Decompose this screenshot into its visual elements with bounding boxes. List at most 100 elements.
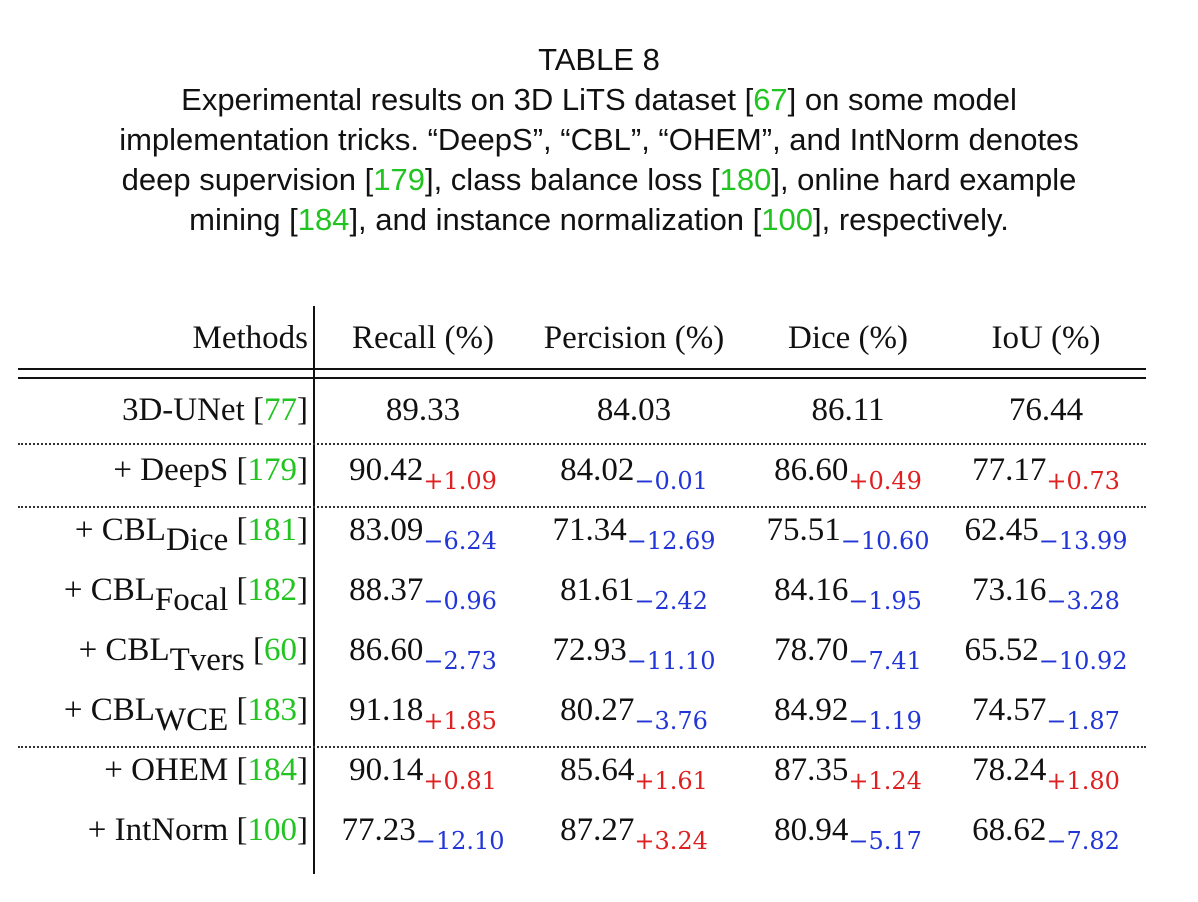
metric-value: 86.11: [811, 392, 885, 428]
method-cell: + CBLTvers [60]: [78, 632, 308, 678]
recall-cell: 90.42+1.09: [328, 440, 518, 500]
citation-link[interactable]: 184: [247, 752, 298, 788]
iou-cell: 65.52−10.92: [946, 620, 1146, 680]
metric-value: 75.51: [766, 512, 841, 548]
metric-value: 78.24: [972, 752, 1047, 788]
method-cell: 3D-UNet [77]: [18, 380, 308, 440]
citation-link[interactable]: 180: [719, 162, 772, 197]
metric-delta: +0.49: [848, 467, 922, 495]
metric-delta: −3.76: [634, 707, 708, 735]
metric-value: 84.03: [596, 392, 672, 428]
table-row: + CBLFocal [182] 88.37−0.96 81.61−2.42 84.1…: [18, 560, 1146, 620]
metric-value: 85.64: [560, 752, 635, 788]
method-cell: + CBLFocal [182]: [63, 572, 308, 618]
metric-value: 86.60: [774, 452, 849, 488]
header-precision: Percision (%): [543, 320, 725, 356]
metric-delta: +3.24: [634, 827, 708, 855]
citation-link[interactable]: 181: [247, 512, 298, 548]
metric-delta: +0.81: [423, 767, 497, 795]
iou-cell: 78.24+1.80: [946, 740, 1146, 800]
metric-value: 73.16: [972, 572, 1047, 608]
caption-line: mining [184], and instance normalization…: [189, 202, 1009, 237]
metric-delta: −7.41: [848, 647, 922, 675]
citation-link[interactable]: 179: [373, 162, 425, 197]
dice-cell: 84.92−1.19: [750, 680, 946, 740]
metric-value: 88.37: [349, 572, 424, 608]
iou-cell: 73.16−3.28: [946, 560, 1146, 620]
method-name: + CBL: [63, 692, 155, 728]
metric-delta: −7.82: [1046, 827, 1120, 855]
method-cell: + OHEM [184]: [18, 740, 308, 800]
precision-cell: 85.64+1.61: [518, 740, 750, 800]
header-iou: IoU (%): [991, 320, 1101, 356]
metric-delta: −1.95: [848, 587, 922, 615]
table-row: + CBLDice [181] 83.09−6.24 71.34−12.69 75.5…: [18, 500, 1146, 560]
table-row: 3D-UNet [77] 89.33 84.03 86.11 76.44: [18, 380, 1146, 440]
method-subscript: Dice: [165, 522, 229, 558]
citation-link[interactable]: 77: [264, 392, 297, 428]
metric-value: 90.14: [349, 752, 424, 788]
metric-value: 91.18: [349, 692, 424, 728]
metric-value: 65.52: [964, 632, 1039, 668]
header-rule-bottom: [18, 377, 1146, 379]
citation-link[interactable]: 100: [247, 812, 298, 848]
citation-link[interactable]: 184: [297, 202, 350, 237]
metric-delta: +1.09: [423, 467, 497, 495]
method-subscript: Tvers: [169, 642, 245, 678]
method-cell: + IntNorm [100]: [18, 800, 308, 860]
precision-cell: 71.34−12.69: [518, 500, 750, 560]
method-subscript: Focal: [154, 582, 229, 618]
metric-delta: −2.42: [634, 587, 708, 615]
citation-link[interactable]: 182: [247, 572, 298, 608]
precision-cell: 84.03: [518, 380, 750, 440]
metric-value: 86.60: [349, 632, 424, 668]
metric-value: 77.17: [972, 452, 1047, 488]
dice-cell: 86.60+0.49: [750, 440, 946, 500]
metric-delta: +1.80: [1046, 767, 1120, 795]
metric-value: 74.57: [972, 692, 1047, 728]
bracket: ]: [297, 392, 308, 428]
recall-cell: 86.60−2.73: [328, 620, 518, 680]
iou-cell: 74.57−1.87: [946, 680, 1146, 740]
metric-value: 84.02: [560, 452, 635, 488]
method-name: + IntNorm [: [87, 812, 248, 848]
recall-cell: 89.33: [328, 380, 518, 440]
caption-line: Experimental results on 3D LiTS dataset …: [181, 82, 1017, 117]
bracket: ]: [297, 632, 308, 668]
header-rule-top: [18, 368, 1146, 370]
table-caption: TABLE 8 Experimental results on 3D LiTS …: [0, 40, 1198, 240]
iou-cell: 76.44: [946, 380, 1146, 440]
precision-cell: 81.61−2.42: [518, 560, 750, 620]
metric-delta: −13.99: [1038, 527, 1128, 555]
iou-cell: 62.45−13.99: [946, 500, 1146, 560]
metric-value: 80.27: [560, 692, 635, 728]
bracket: ]: [297, 752, 308, 788]
metric-delta: +0.73: [1046, 467, 1120, 495]
bracket: ]: [297, 812, 308, 848]
table-row: + DeepS [179] 90.42+1.09 84.02−0.01 86.60+0…: [18, 440, 1146, 500]
dice-cell: 86.11: [750, 380, 946, 440]
metric-delta: −1.87: [1046, 707, 1120, 735]
recall-cell: 88.37−0.96: [328, 560, 518, 620]
metric-delta: +1.61: [634, 767, 708, 795]
bracket: ]: [297, 512, 308, 548]
metric-delta: +1.85: [423, 707, 497, 735]
dice-cell: 87.35+1.24: [750, 740, 946, 800]
bracket: ]: [297, 452, 308, 488]
method-name: + OHEM [: [104, 752, 248, 788]
precision-cell: 72.93−11.10: [518, 620, 750, 680]
metric-value: 68.62: [972, 812, 1047, 848]
citation-link[interactable]: 100: [761, 202, 814, 237]
citation-link[interactable]: 60: [264, 632, 297, 668]
citation-link[interactable]: 67: [753, 82, 788, 117]
dice-cell: 78.70−7.41: [750, 620, 946, 680]
metric-value: 83.09: [349, 512, 424, 548]
metric-value: 71.34: [552, 512, 627, 548]
dice-cell: 80.94−5.17: [750, 800, 946, 860]
citation-link[interactable]: 179: [247, 452, 298, 488]
metric-delta: −12.69: [626, 527, 716, 555]
dotted-separator: [18, 746, 1146, 748]
metric-value: 87.27: [560, 812, 635, 848]
table-row: + OHEM [184] 90.14+0.81 85.64+1.61 87.35+1.…: [18, 740, 1146, 800]
citation-link[interactable]: 183: [247, 692, 298, 728]
